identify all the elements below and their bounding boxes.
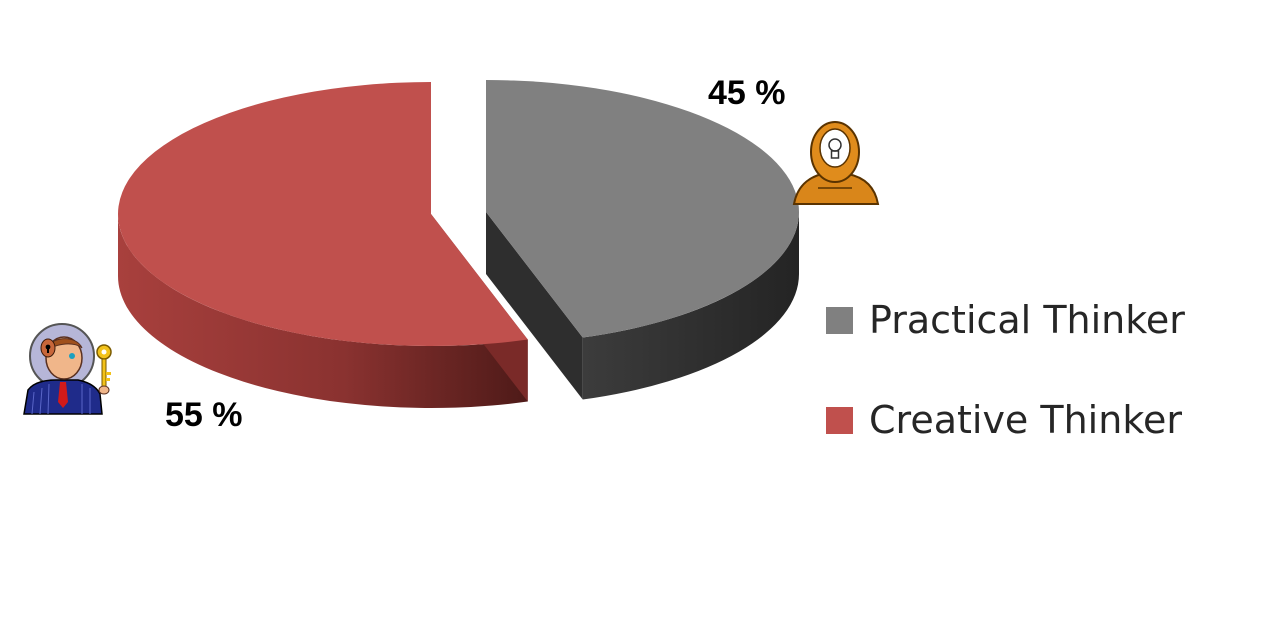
legend-label-practical: Practical Thinker xyxy=(869,298,1185,342)
legend-item-practical: Practical Thinker xyxy=(826,294,1185,346)
chart-legend: Practical Thinker Creative Thinker xyxy=(826,294,1185,494)
slice-label-creative: 55 % xyxy=(165,396,243,434)
legend-label-creative: Creative Thinker xyxy=(869,398,1182,442)
slice-side-practical xyxy=(582,212,799,400)
businessman-key-icon xyxy=(22,322,118,416)
slice-label-practical: 45 % xyxy=(708,74,786,112)
slice-top-creative xyxy=(118,82,528,346)
legend-item-creative: Creative Thinker xyxy=(826,394,1185,446)
slice-top-practical xyxy=(486,80,800,338)
legend-swatch-practical xyxy=(826,306,853,334)
lightbulb-head-icon xyxy=(792,121,880,205)
slice-side-creative xyxy=(118,214,528,408)
slice-cut-face-practical-1 xyxy=(486,212,583,400)
legend-swatch-creative xyxy=(826,406,853,434)
pie-slices xyxy=(118,80,800,408)
